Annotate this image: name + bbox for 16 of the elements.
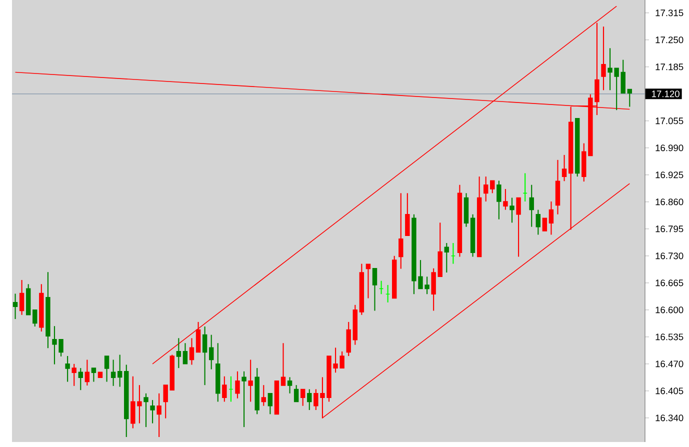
y-tick-label: 16.535 — [656, 334, 684, 340]
y-tick-label: 16.990 — [656, 144, 684, 152]
y-tick-label: 16.340 — [656, 414, 684, 422]
y-tick-label: 16.925 — [656, 172, 684, 178]
y-tick-label: 16.405 — [656, 388, 684, 394]
y-tick-label: 16.730 — [656, 252, 684, 260]
y-tick-label: 16.860 — [656, 198, 684, 206]
y-tick-label: 17.055 — [656, 118, 684, 124]
y-tick-label: 16.470 — [656, 360, 684, 368]
y-tick-label: 16.665 — [656, 280, 684, 286]
y-tick-label: 16.600 — [656, 306, 684, 314]
y-tick-label: 17.185 — [656, 64, 684, 70]
y-tick-label: 16.795 — [656, 226, 684, 232]
y-tick-label: 17.250 — [656, 36, 684, 44]
ref-line-label: 17.120 — [652, 90, 680, 98]
y-tick-label: 17.315 — [656, 10, 684, 16]
